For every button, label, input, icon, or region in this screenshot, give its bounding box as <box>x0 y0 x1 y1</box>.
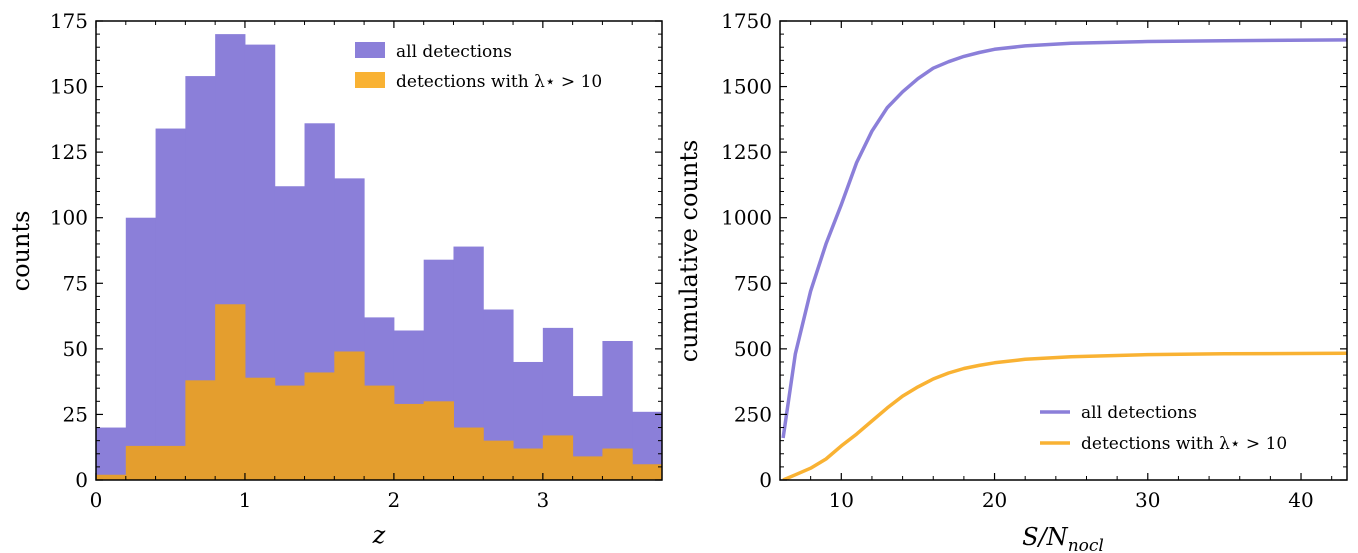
histogram-bar-all-detections <box>155 128 186 480</box>
cumulative-x-tick-label: 40 <box>1288 488 1313 512</box>
histogram-ticks <box>95 20 662 481</box>
cumulative-y-axis-label: cumulative counts <box>675 140 703 363</box>
cumulative-y-tick-label: 1500 <box>721 75 772 99</box>
histogram-bar-detections-lambda <box>453 427 484 480</box>
histogram-y-tick-label: 150 <box>50 75 88 99</box>
cumulative-legend: all detections detections with λ⋆ > 10 <box>1040 403 1287 454</box>
legend-swatch-detections-lambda <box>355 72 385 88</box>
histogram-bar-all-detections <box>125 217 157 480</box>
histogram-y-tick-label: 100 <box>50 206 88 230</box>
histogram-panel: 0 1 2 3 0 25 50 75 100 125 150 175 z counts all det… <box>7 9 663 549</box>
histogram-x-axis-label: z <box>372 521 386 549</box>
cumulative-x-axis-label-main: S/N <box>1022 523 1069 551</box>
cumulative-y-tick-label: 1000 <box>721 206 772 230</box>
histogram-bar-detections-lambda <box>125 445 157 480</box>
histogram-x-tick-label: 2 <box>388 488 401 512</box>
histogram-y-tick-label: 50 <box>63 337 88 361</box>
histogram-bar-detections-lambda <box>304 372 335 480</box>
cumulative-x-axis-label-sub: nocl <box>1068 536 1104 553</box>
cumulative-y-tick-label: 1250 <box>721 140 772 164</box>
histogram-y-tick-label: 125 <box>50 140 88 164</box>
histogram-bar-detections-lambda <box>513 448 544 480</box>
histogram-bar-detections-lambda <box>185 380 216 480</box>
histogram-x-tick-label: 3 <box>536 488 549 512</box>
histogram-y-tick-label: 25 <box>63 402 88 426</box>
histogram-bar-detections-lambda <box>632 464 662 480</box>
cumulative-line-detections-lambda <box>782 351 1347 480</box>
histogram-y-axis-label: counts <box>7 211 35 292</box>
histogram-x-tick-label: 0 <box>90 488 103 512</box>
histogram-bar-all-detections <box>96 427 127 480</box>
histogram-bar-detections-lambda <box>215 304 246 480</box>
legend-swatch-all-detections <box>355 42 385 58</box>
cumulative-y-tick-label: 0 <box>759 468 772 492</box>
cumulative-panel: 10 20 30 40 0 250 500 750 1000 1250 1500 1750 S/Nno… <box>675 9 1348 553</box>
histogram-bar-detections-lambda <box>483 440 514 480</box>
cumulative-y-tick-label: 750 <box>734 271 772 295</box>
cumulative-ticks <box>780 20 1347 481</box>
histogram-x-tick-label: 1 <box>239 488 252 512</box>
histogram-y-tick-label: 0 <box>75 468 88 492</box>
cumulative-line-all-detections <box>781 38 1347 439</box>
histogram-bar-detections-lambda <box>602 448 633 480</box>
histogram-bar-detections-lambda <box>274 385 306 480</box>
cumulative-x-tick-label: 20 <box>982 488 1007 512</box>
histogram-bar-detections-lambda <box>244 377 276 480</box>
cumulative-tick-labels: 10 20 30 40 0 250 500 750 1000 1250 1500 1750 <box>721 9 1314 512</box>
histogram-tick-labels: 0 1 2 3 0 25 50 75 100 125 150 175 <box>50 9 549 512</box>
histogram-bars-lambda <box>96 304 662 480</box>
histogram-bar-detections-lambda <box>423 401 454 480</box>
legend-label-all-detections-cumulative: all detections <box>1081 403 1197 423</box>
cumulative-y-tick-label: 250 <box>734 402 772 426</box>
cumulative-y-tick-label: 1750 <box>721 9 772 33</box>
histogram-bar-detections-lambda <box>364 385 395 480</box>
cumulative-x-tick-label: 30 <box>1135 488 1160 512</box>
histogram-bar-detections-lambda <box>334 351 365 480</box>
cumulative-y-tick-label: 500 <box>734 337 772 361</box>
histogram-bar-detections-lambda <box>393 403 425 480</box>
histogram-y-tick-label: 175 <box>50 9 88 33</box>
histogram-legend: all detections detections with λ⋆ > 10 <box>355 42 602 92</box>
legend-label-detections-lambda: detections with λ⋆ > 10 <box>396 72 602 92</box>
histogram-bar-detections-lambda <box>572 456 603 480</box>
cumulative-plot-frame <box>779 20 1348 481</box>
histogram-bar-detections-lambda <box>155 445 186 480</box>
legend-label-detections-lambda-cumulative: detections with λ⋆ > 10 <box>1081 434 1287 454</box>
histogram-bar-detections-lambda <box>542 435 574 480</box>
cumulative-x-axis-label: S/Nnocl <box>1022 523 1104 553</box>
cumulative-x-tick-label: 10 <box>829 488 854 512</box>
histogram-y-tick-label: 75 <box>63 271 88 295</box>
legend-label-all-detections: all detections <box>396 42 512 62</box>
histogram-plot-frame <box>95 20 663 481</box>
histogram-bar-detections-lambda <box>96 474 127 480</box>
